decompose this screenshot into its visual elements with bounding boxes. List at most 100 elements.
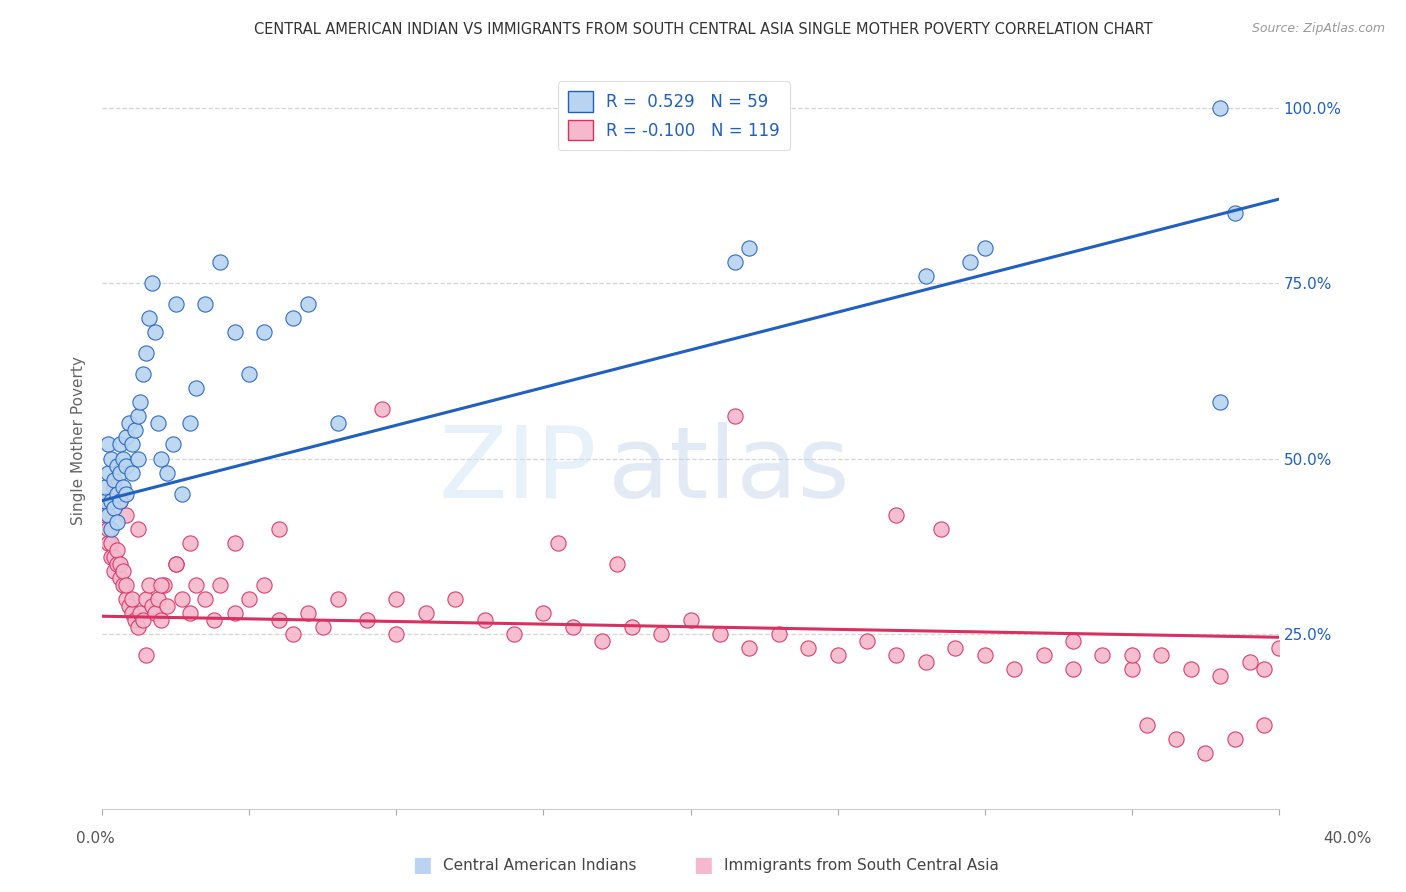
Point: [132, 613, 155, 627]
Point: [224, 326, 246, 340]
Point: [547, 535, 569, 549]
Point: [108, 557, 131, 571]
Point: [165, 557, 187, 571]
Point: [503, 626, 526, 640]
Point: [1209, 101, 1232, 115]
Point: [1164, 731, 1187, 746]
Point: [162, 437, 184, 451]
Point: [297, 606, 319, 620]
Point: [561, 620, 583, 634]
Point: [143, 326, 166, 340]
Point: [886, 508, 908, 522]
Point: [105, 486, 128, 500]
Point: [150, 613, 173, 627]
Point: [1194, 746, 1216, 760]
Point: [474, 613, 496, 627]
Point: [97, 466, 120, 480]
Text: Immigrants from South Central Asia: Immigrants from South Central Asia: [724, 858, 1000, 873]
Text: Source: ZipAtlas.com: Source: ZipAtlas.com: [1251, 22, 1385, 36]
Point: [283, 311, 305, 326]
Point: [179, 535, 201, 549]
Text: 0.0%: 0.0%: [76, 831, 115, 847]
Point: [915, 269, 938, 284]
Point: [111, 479, 134, 493]
Point: [127, 522, 149, 536]
Point: [1385, 662, 1406, 676]
Point: [170, 591, 193, 606]
Point: [224, 606, 246, 620]
Point: [253, 326, 276, 340]
Text: ■: ■: [693, 855, 713, 874]
Point: [97, 522, 120, 536]
Point: [1385, 718, 1406, 732]
Point: [267, 522, 290, 536]
Point: [165, 297, 187, 311]
Point: [973, 241, 995, 255]
Point: [111, 577, 134, 591]
Point: [100, 549, 122, 564]
Point: [1180, 662, 1202, 676]
Point: [105, 458, 128, 473]
Point: [105, 515, 128, 529]
Point: [103, 479, 125, 493]
Point: [326, 417, 349, 431]
Y-axis label: Single Mother Poverty: Single Mother Poverty: [72, 357, 86, 525]
Text: ■: ■: [412, 855, 432, 874]
Point: [118, 599, 141, 613]
Point: [679, 613, 702, 627]
Point: [385, 591, 408, 606]
Point: [135, 346, 157, 360]
Point: [111, 451, 134, 466]
Point: [620, 620, 643, 634]
Point: [114, 486, 136, 500]
Point: [114, 591, 136, 606]
Point: [444, 591, 467, 606]
Point: [127, 620, 149, 634]
Point: [194, 297, 217, 311]
Point: [238, 591, 260, 606]
Point: [208, 255, 231, 269]
Point: [103, 500, 125, 515]
Point: [202, 613, 225, 627]
Point: [100, 493, 122, 508]
Point: [943, 640, 966, 655]
Point: [146, 417, 169, 431]
Point: [208, 577, 231, 591]
Point: [103, 549, 125, 564]
Point: [100, 535, 122, 549]
Point: [150, 451, 173, 466]
Point: [143, 606, 166, 620]
Point: [886, 648, 908, 662]
Point: [1223, 731, 1246, 746]
Point: [738, 241, 761, 255]
Point: [856, 633, 879, 648]
Point: [108, 571, 131, 585]
Point: [105, 557, 128, 571]
Point: [103, 473, 125, 487]
Point: [121, 466, 143, 480]
Point: [253, 577, 276, 591]
Point: [1239, 655, 1261, 669]
Point: [135, 591, 157, 606]
Point: [94, 479, 117, 493]
Point: [724, 255, 747, 269]
Point: [297, 297, 319, 311]
Point: [114, 430, 136, 444]
Point: [1209, 395, 1232, 409]
Point: [129, 395, 152, 409]
Point: [1268, 640, 1291, 655]
Point: [146, 591, 169, 606]
Point: [1121, 662, 1143, 676]
Text: ZIP: ZIP: [439, 422, 596, 519]
Point: [312, 620, 335, 634]
Point: [100, 493, 122, 508]
Point: [1135, 718, 1157, 732]
Point: [94, 508, 117, 522]
Point: [108, 466, 131, 480]
Point: [738, 640, 761, 655]
Legend: R =  0.529   N = 59, R = -0.100   N = 119: R = 0.529 N = 59, R = -0.100 N = 119: [558, 81, 790, 151]
Point: [127, 409, 149, 424]
Point: [283, 626, 305, 640]
Point: [929, 522, 952, 536]
Point: [385, 626, 408, 640]
